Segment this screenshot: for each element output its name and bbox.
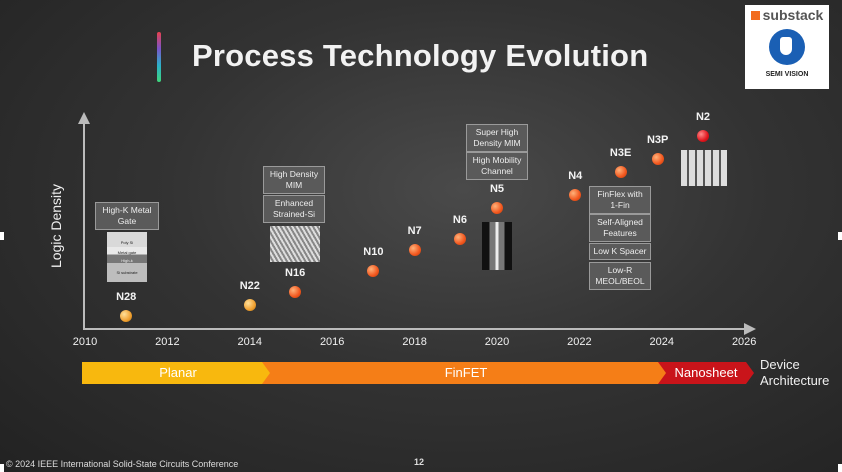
node-label-n5: N5 [489,183,505,195]
node-label-n3e: N3E [609,147,632,159]
node-label-n22: N22 [239,280,260,292]
mim-texture-image [270,226,320,262]
node-marker-n2 [697,130,709,142]
device-architecture-label: Device Architecture [760,357,829,389]
node-label-n16: N16 [285,267,306,279]
slide-title: Process Technology Evolution [192,38,649,73]
node-label-n3p: N3P [646,134,669,146]
node-marker-n28 [120,310,133,322]
image-label: Poly Si [120,240,134,245]
resize-handle-bottom-right[interactable] [838,464,842,472]
node-marker-n4 [569,189,582,201]
x-tick-label: 2010 [72,336,98,348]
logo-bottom-text: SEMI VISION [765,71,809,78]
x-tick-label: 2016 [319,336,345,348]
arch-finfet: FinFET [262,362,670,384]
node-label-n4: N4 [568,170,583,182]
title-accent-bar [157,32,161,82]
resize-handle-bottom-left[interactable] [0,464,4,472]
x-tick-label: 2022 [567,336,592,348]
substack-icon [750,11,760,20]
node-label-n28: N28 [116,291,137,303]
node-marker-n6 [453,233,466,245]
annotation-super-high-density-mim: Super High Density MIM [466,124,528,152]
annotation-strained-si: Enhanced Strained-Si [263,195,325,223]
annotation-high-mobility-channel: High Mobility Channel [466,152,528,180]
node-marker-n3e [614,166,627,178]
y-axis-line [83,122,85,330]
y-axis-arrow-icon [78,112,90,124]
resize-handle-left[interactable] [0,232,4,240]
annotation-finflex: FinFlex with 1-Fin [589,186,651,214]
resize-handle-right[interactable] [838,232,842,240]
annotation-hkmg: High-K Metal Gate [95,202,159,230]
nanosheet-structure-image [681,150,727,186]
x-tick-label: 2020 [484,336,510,348]
x-tick-label: 2018 [402,336,427,348]
node-marker-n10 [367,265,380,277]
image-label: Si substrate [116,270,138,275]
logo-top-text: substack [762,7,824,23]
annotation-low-r: Low-R MEOL/BEOL [589,262,651,290]
annotation-low-k-spacer: Low K Spacer [589,243,651,260]
node-marker-n22 [243,299,256,311]
image-label: Metal gate [117,250,137,255]
footer-copyright: © 2024 IEEE International Solid-State Ci… [6,459,239,469]
node-marker-n7 [408,244,421,256]
x-tick-label: 2014 [237,336,263,348]
node-label-n10: N10 [363,246,384,258]
arch-nanosheet: Nanosheet [658,362,754,384]
node-marker-n3p [651,153,664,165]
annotation-self-aligned: Self-Aligned Features [589,214,651,242]
x-tick-label: 2026 [731,336,757,348]
node-label-n2: N2 [695,111,711,123]
hkmg-cross-section-image: Poly Si Metal gate High-k Si substrate [107,232,147,282]
node-marker-n16 [289,286,302,298]
x-tick-label: 2024 [649,336,675,348]
channel-tem-image [482,222,512,270]
arch-planar: Planar [82,362,274,384]
device-architecture-line1: Device [760,357,800,372]
substack-logo: substack SEMI VISION [745,5,829,89]
y-axis-label: Logic Density [48,183,64,268]
node-label-n7: N7 [407,225,422,237]
x-axis-line [83,328,746,330]
page-number: 12 [414,457,425,467]
x-tick-label: 2012 [155,336,180,348]
image-label: High-k [121,258,133,263]
device-architecture-line2: Architecture [760,373,830,388]
annotation-high-density-mim: High Density MIM [263,166,325,194]
node-label-n6: N6 [452,214,467,226]
x-axis-arrow-icon [744,323,756,335]
semi-vision-logo-icon [769,29,805,65]
node-marker-n5 [491,202,503,214]
